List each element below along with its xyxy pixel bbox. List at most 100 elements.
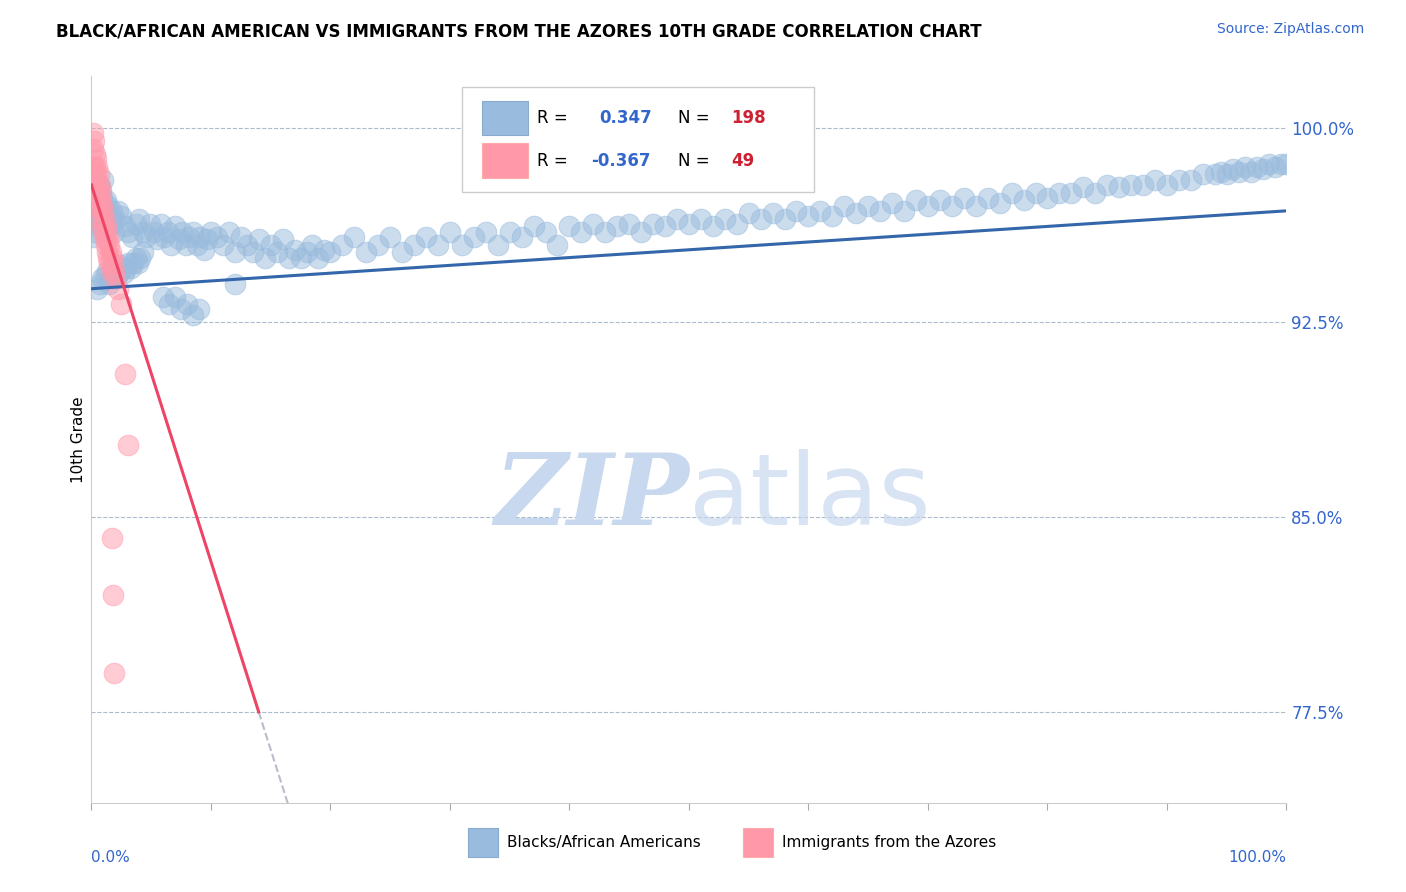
Text: 198: 198: [731, 109, 765, 127]
Point: [101, 256, 124, 270]
Point: [103, 263, 125, 277]
Point: [163, 289, 186, 303]
Point: [83, 134, 105, 148]
Point: [404, 237, 426, 252]
Point: [82, 160, 104, 174]
Point: [1001, 186, 1024, 200]
Text: 0.347: 0.347: [599, 109, 652, 127]
Point: [100, 251, 122, 265]
Point: [284, 243, 307, 257]
Point: [82, 141, 104, 155]
Point: [1251, 162, 1274, 177]
Point: [415, 229, 437, 244]
Point: [1144, 172, 1167, 186]
Point: [689, 211, 711, 226]
Point: [100, 263, 122, 277]
Point: [1108, 180, 1130, 194]
Point: [101, 217, 124, 231]
Point: [187, 302, 211, 317]
Point: [354, 245, 377, 260]
Point: [211, 237, 233, 252]
Point: [84, 146, 107, 161]
Point: [110, 209, 132, 223]
Point: [103, 263, 125, 277]
Point: [132, 225, 155, 239]
Y-axis label: 10th Grade: 10th Grade: [70, 396, 86, 483]
Point: [181, 308, 204, 322]
Text: N =: N =: [678, 109, 710, 127]
Point: [149, 217, 172, 231]
Point: [941, 199, 963, 213]
Point: [702, 219, 724, 234]
Point: [307, 251, 329, 265]
Text: 100.0%: 100.0%: [1229, 849, 1286, 864]
Point: [761, 206, 783, 220]
Point: [450, 237, 472, 252]
Point: [1204, 168, 1226, 182]
Point: [87, 199, 110, 213]
Point: [1060, 186, 1083, 200]
Point: [153, 229, 176, 244]
Point: [135, 229, 157, 244]
Point: [110, 297, 132, 311]
Point: [224, 277, 246, 291]
Point: [97, 199, 120, 213]
Text: 0.0%: 0.0%: [91, 849, 131, 864]
Point: [89, 203, 111, 218]
Point: [89, 194, 111, 208]
Point: [343, 229, 366, 244]
Point: [98, 277, 121, 291]
Point: [86, 282, 108, 296]
Point: [1012, 194, 1035, 208]
Point: [170, 302, 193, 317]
Point: [91, 199, 114, 213]
Point: [247, 232, 270, 246]
Point: [832, 199, 855, 213]
Point: [1264, 160, 1286, 174]
Point: [124, 251, 146, 265]
Text: -0.367: -0.367: [591, 152, 651, 169]
Point: [1132, 178, 1154, 192]
Point: [218, 225, 240, 239]
Point: [1084, 186, 1107, 200]
Point: [87, 186, 110, 200]
Text: Blacks/African Americans: Blacks/African Americans: [508, 835, 702, 850]
Point: [1257, 157, 1279, 171]
Point: [93, 194, 114, 208]
Point: [463, 229, 485, 244]
Point: [953, 191, 976, 205]
Point: [785, 203, 807, 218]
Point: [93, 268, 115, 283]
Point: [229, 229, 252, 244]
Point: [332, 237, 354, 252]
Point: [110, 258, 132, 272]
Point: [1167, 172, 1189, 186]
Point: [1240, 165, 1263, 179]
Point: [84, 186, 107, 200]
Point: [96, 211, 118, 226]
Bar: [468, 829, 498, 857]
Point: [98, 219, 121, 234]
Point: [193, 243, 215, 257]
Point: [114, 219, 136, 234]
Point: [319, 245, 342, 260]
Point: [905, 194, 928, 208]
Point: [105, 271, 128, 285]
Point: [186, 237, 208, 252]
Point: [630, 225, 652, 239]
Point: [176, 297, 198, 311]
Text: BLACK/AFRICAN AMERICAN VS IMMIGRANTS FROM THE AZORES 10TH GRADE CORRELATION CHAR: BLACK/AFRICAN AMERICAN VS IMMIGRANTS FRO…: [56, 22, 981, 40]
Point: [128, 211, 150, 226]
Point: [100, 211, 122, 226]
Point: [93, 172, 114, 186]
Point: [94, 194, 117, 208]
Point: [179, 229, 201, 244]
Point: [96, 263, 118, 277]
Point: [93, 203, 115, 218]
Text: ZIP: ZIP: [494, 450, 689, 546]
Point: [606, 219, 628, 234]
Text: Immigrants from the Azores: Immigrants from the Azores: [782, 835, 997, 850]
Point: [1222, 162, 1244, 177]
Point: [869, 203, 891, 218]
Point: [725, 217, 748, 231]
